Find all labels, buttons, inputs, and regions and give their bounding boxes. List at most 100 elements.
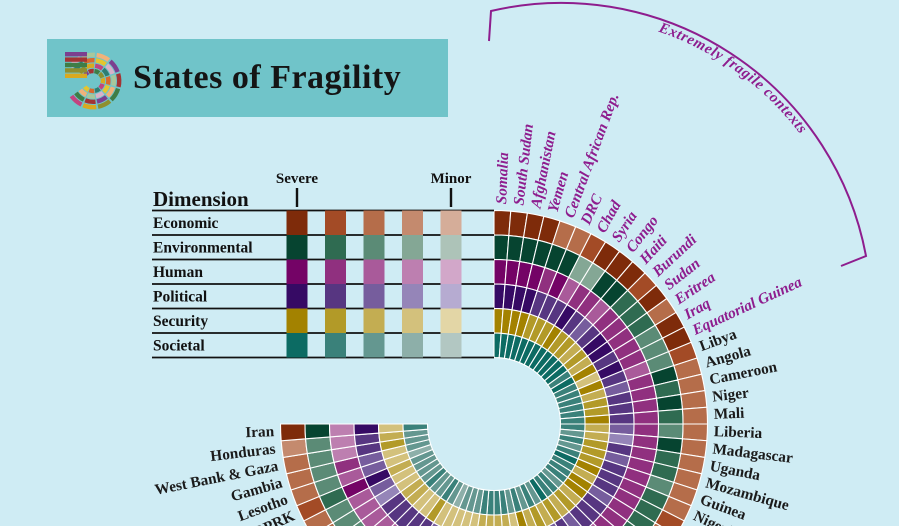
fragility-wheel-logo-icon — [65, 52, 122, 110]
minor-scale-label: Minor — [431, 171, 472, 187]
legend-swatch — [402, 259, 423, 284]
wheel-segment[interactable] — [279, 423, 307, 442]
extremely-fragile-contexts-label: Extremely fragile contexts — [656, 20, 810, 137]
wheel-segment[interactable] — [657, 408, 684, 425]
legend-swatch — [325, 308, 346, 333]
legend-swatch — [402, 235, 423, 260]
country-label: Liberia — [714, 423, 763, 442]
wheel-segment[interactable] — [304, 423, 331, 440]
legend-swatch — [286, 235, 308, 260]
country-label: Niger — [711, 384, 749, 405]
logo-ring-segment — [109, 87, 121, 102]
logo-ring-segment — [86, 93, 96, 99]
logo-ring-segment — [83, 58, 95, 65]
logo-bar — [65, 62, 87, 68]
wheel-segment[interactable] — [608, 412, 635, 425]
logo-ring-segment — [105, 86, 115, 98]
legend-swatch — [286, 259, 308, 284]
logo-bar — [65, 57, 87, 62]
logo-ring-segment — [95, 91, 105, 99]
legend-swatch — [286, 284, 308, 309]
legend-swatch — [363, 259, 385, 284]
wheel-segment[interactable] — [584, 414, 611, 425]
logo-ring-segment — [82, 103, 97, 110]
wheel-segment[interactable] — [493, 209, 512, 237]
logo-ring-segment — [85, 63, 95, 70]
dimension-legend: Dimension Severe Minor Economic Environme… — [152, 171, 494, 359]
country-label: Somalia — [493, 152, 512, 205]
legend-swatch — [440, 235, 462, 260]
logo-ring-segment — [108, 59, 120, 73]
dimension-row-label: Political — [153, 289, 208, 306]
radial-heatmap-wheel — [279, 209, 709, 526]
logo-ring-segment — [95, 58, 107, 67]
logo-ring-segment — [97, 99, 112, 109]
logo-ring-segment — [102, 84, 110, 94]
severe-scale-label: Severe — [276, 171, 319, 187]
wheel-segment[interactable] — [402, 423, 429, 432]
report-title: States of Fragility — [133, 59, 402, 96]
logo-ring-segment — [105, 76, 111, 85]
logo-ring-segment — [94, 86, 101, 93]
logo-ring-segment — [84, 98, 96, 104]
logo-ring-segment — [96, 52, 111, 62]
legend-swatch — [402, 210, 423, 235]
legend-swatch — [363, 308, 385, 333]
logo-ring-segment — [78, 88, 88, 97]
legend-swatch — [440, 259, 462, 284]
wheel-segment[interactable] — [328, 423, 356, 438]
legend-swatch — [363, 333, 385, 358]
logo-ring-segment — [116, 73, 122, 88]
wheel-segment[interactable] — [493, 234, 510, 261]
wheel-segment[interactable] — [632, 410, 660, 425]
wheel-segment[interactable] — [680, 389, 708, 410]
legend-swatch — [325, 259, 346, 284]
wheel-segment[interactable] — [657, 423, 684, 440]
logo-ring-segment — [98, 71, 105, 79]
logo-ring-segment — [96, 95, 108, 104]
legend-swatch — [402, 284, 423, 309]
legend-swatch — [440, 210, 462, 235]
wheel-segment[interactable] — [280, 438, 308, 459]
country-label: Mali — [713, 405, 745, 423]
dimension-row-label: Environmental — [153, 240, 253, 257]
logo-ring-segment — [69, 94, 83, 107]
logo-ring-segment — [87, 68, 94, 74]
legend-swatch — [325, 284, 346, 309]
wheel-segment[interactable] — [493, 514, 503, 526]
legend-swatch — [440, 284, 462, 309]
legend-swatch — [440, 333, 462, 358]
legend-swatch — [363, 284, 385, 309]
legend-swatch — [286, 308, 308, 333]
country-label: Iran — [245, 423, 275, 441]
wheel-segment[interactable] — [681, 423, 709, 442]
logo-ring-segment — [93, 68, 101, 75]
dimension-row-label: Human — [153, 264, 203, 281]
logo-ring-segment — [88, 88, 95, 94]
wheel-segment[interactable] — [681, 406, 709, 425]
legend-swatch — [363, 210, 385, 235]
legend-title: Dimension — [153, 187, 249, 211]
logo-bar — [65, 52, 87, 57]
logo-ring-segment — [94, 63, 104, 71]
extremely-fragile-bracket — [488, 1, 868, 267]
legend-swatch — [325, 210, 346, 235]
report-header: States of Fragility — [47, 39, 448, 117]
legend-swatch — [286, 333, 308, 358]
logo-bar — [65, 68, 87, 73]
legend-swatch — [402, 308, 423, 333]
dimension-row-label: Economic — [153, 215, 219, 232]
wheel-segment[interactable] — [353, 423, 380, 436]
legend-swatch — [325, 333, 346, 358]
logo-ring-segment — [80, 52, 95, 60]
legend-swatch — [402, 333, 423, 358]
logo-ring-segment — [110, 74, 116, 87]
legend-swatch — [440, 308, 462, 333]
logo-ring-segment — [83, 85, 90, 92]
legend-swatch — [286, 210, 308, 235]
logo-ring-segment — [74, 91, 85, 102]
logo-ring-segment — [101, 67, 110, 77]
wheel-segment[interactable] — [377, 423, 404, 434]
dimension-row-label: Security — [153, 313, 208, 330]
